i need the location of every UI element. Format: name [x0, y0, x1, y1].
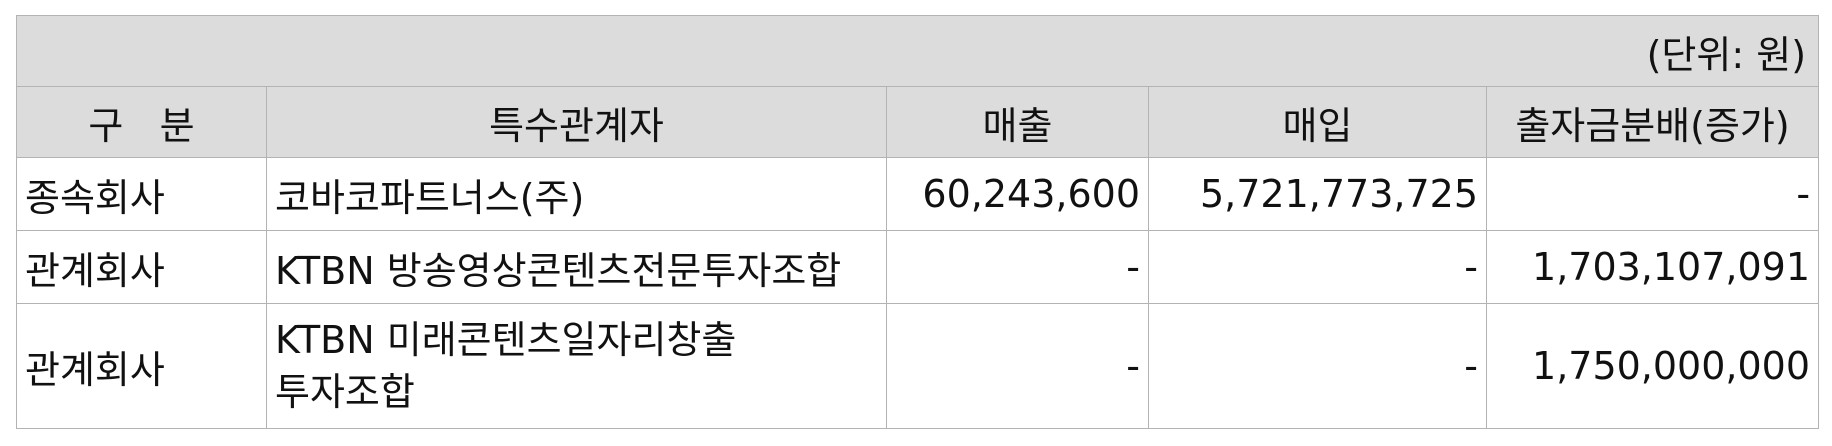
related-party-line: 투자조합 — [275, 370, 415, 414]
related-party-table: (단위: 원) 구 분 특수관계자 매출 매입 출자금분배(증가) 종속회사 코… — [15, 15, 1820, 429]
table-row: 종속회사 코바코파트너스(주) 60,243,600 5,721,773,725… — [16, 157, 1820, 231]
header-row: 구 분 특수관계자 매출 매입 출자금분배(증가) — [16, 86, 1820, 158]
header-category: 구 분 — [16, 86, 267, 158]
category-cell: 종속회사 — [16, 157, 267, 231]
header-related-party: 특수관계자 — [266, 86, 887, 158]
distribution-cell: 1,750,000,000 — [1485, 303, 1820, 429]
sales-cell: - — [886, 303, 1149, 429]
category-cell: 관계회사 — [16, 230, 267, 304]
unit-label: (단위: 원) — [15, 15, 1820, 87]
table-row: 관계회사 KTBN 방송영상콘텐츠전문투자조합 - - 1,703,107,09… — [16, 230, 1820, 304]
related-party-cell: KTBN 미래콘텐츠일자리창출 투자조합 — [266, 303, 887, 429]
related-party-cell: 코바코파트너스(주) — [266, 157, 887, 231]
purchase-cell: - — [1148, 303, 1487, 429]
category-cell: 관계회사 — [16, 303, 267, 429]
purchase-cell: 5,721,773,725 — [1148, 157, 1487, 231]
header-distribution: 출자금분배(증가) — [1485, 86, 1820, 158]
distribution-cell: 1,703,107,091 — [1485, 230, 1820, 304]
sales-cell: - — [886, 230, 1149, 304]
distribution-cell: - — [1485, 157, 1820, 231]
table-row: 관계회사 KTBN 미래콘텐츠일자리창출 투자조합 - - 1,750,000,… — [16, 303, 1820, 429]
purchase-cell: - — [1148, 230, 1487, 304]
related-party-line: KTBN 미래콘텐츠일자리창출 — [275, 318, 737, 362]
unit-row: (단위: 원) — [15, 15, 1820, 87]
sales-cell: 60,243,600 — [886, 157, 1149, 231]
header-purchase: 매입 — [1148, 86, 1487, 158]
related-party-cell: KTBN 방송영상콘텐츠전문투자조합 — [266, 230, 887, 304]
header-sales: 매출 — [886, 86, 1149, 158]
